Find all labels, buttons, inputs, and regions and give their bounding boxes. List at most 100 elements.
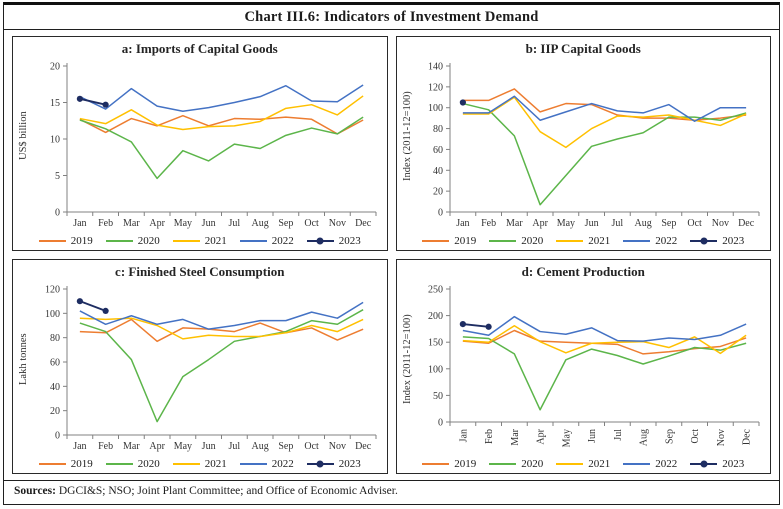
legend: 2019 2020 2021 2022 2023 (15, 232, 385, 249)
legend-line-swatch (489, 239, 517, 242)
svg-text:Oct: Oct (690, 429, 701, 444)
legend-line-swatch (105, 239, 133, 242)
svg-text:40: 40 (433, 166, 443, 177)
legend-line-swatch (172, 462, 200, 465)
legend-label: 2022 (271, 457, 294, 470)
svg-text:May: May (173, 441, 191, 452)
legend-item-2023: 2023 (690, 235, 744, 247)
svg-text:Sep: Sep (278, 441, 293, 452)
legend-line-swatch (623, 462, 651, 465)
legend-line-swatch (422, 239, 450, 242)
svg-text:Sep: Sep (665, 429, 676, 444)
svg-text:Dec: Dec (742, 428, 753, 445)
svg-text:100: 100 (428, 364, 443, 375)
legend-item-2022: 2022 (239, 234, 294, 247)
line-chart: 0 50 100 150 200 250 Jan Feb Mar Apr May Jun Jul Aug S… (428, 285, 760, 447)
legend-line-swatch (239, 462, 267, 465)
svg-text:50: 50 (433, 391, 443, 402)
legend-line-swatch (489, 462, 517, 465)
y-axis-label: Index (2011-12=100) (401, 91, 413, 181)
svg-text:Jun: Jun (201, 441, 215, 452)
legend: 2019 2020 2021 2022 2023 (399, 232, 769, 249)
svg-text:0: 0 (438, 208, 443, 219)
svg-text:0: 0 (438, 418, 443, 429)
svg-text:Aug: Aug (251, 441, 268, 452)
legend-item-2022: 2022 (239, 457, 294, 470)
svg-text:Aug: Aug (251, 218, 268, 229)
svg-text:Jul: Jul (612, 218, 624, 229)
legend-label: 2022 (271, 234, 294, 247)
svg-text:140: 140 (428, 62, 443, 73)
legend: 2019 2020 2021 2022 2023 (399, 455, 769, 472)
svg-text:Apr: Apr (149, 218, 165, 229)
svg-text:Jun: Jun (587, 429, 598, 443)
svg-text:Nov: Nov (329, 441, 346, 452)
svg-text:120: 120 (428, 82, 443, 93)
svg-text:0: 0 (55, 431, 60, 442)
legend-label: 2021 (204, 234, 227, 247)
legend-label: 2019 (70, 457, 93, 470)
svg-text:Apr: Apr (533, 218, 549, 229)
legend-marker-dot (700, 460, 708, 467)
svg-text:60: 60 (50, 358, 60, 369)
svg-text:40: 40 (50, 382, 60, 393)
svg-text:May: May (173, 218, 191, 229)
svg-text:Jun: Jun (201, 218, 215, 229)
legend-label: 2021 (588, 457, 611, 470)
legend-label: 2023 (722, 234, 745, 247)
legend-item-2022: 2022 (623, 235, 677, 247)
svg-text:Nov: Nov (716, 429, 727, 446)
svg-text:Jan: Jan (73, 441, 86, 452)
legend-item-2020: 2020 (105, 235, 160, 247)
legend-item-2023: 2023 (306, 458, 361, 470)
svg-text:20: 20 (50, 406, 60, 417)
sources-note: Sources: DGCI&S; NSO; Joint Plant Commit… (4, 480, 779, 504)
legend-marker-dot (700, 237, 708, 244)
svg-text:200: 200 (428, 311, 443, 322)
legend-line-swatch (306, 460, 334, 467)
legend-label: 2019 (454, 234, 477, 247)
svg-text:Jul: Jul (613, 429, 624, 441)
svg-text:Jan: Jan (456, 218, 469, 229)
svg-text:100: 100 (428, 103, 443, 114)
panels-grid: a: Imports of Capital Goods US$ billion … (4, 30, 779, 480)
legend-label: 2019 (454, 457, 477, 470)
svg-text:Jul: Jul (228, 218, 240, 229)
legend-label: 2022 (655, 234, 678, 247)
svg-text:Sep: Sep (278, 218, 293, 229)
legend-line-swatch (690, 237, 718, 244)
y-axis-label: Lakh tonnes (18, 333, 29, 385)
svg-text:5: 5 (55, 171, 60, 182)
legend-line-swatch (38, 239, 66, 242)
svg-text:100: 100 (45, 309, 60, 320)
legend-label: 2023 (722, 457, 745, 470)
legend-item-2019: 2019 (422, 458, 476, 470)
legend-line-swatch (38, 462, 66, 465)
svg-text:150: 150 (428, 338, 443, 349)
y-axis-label: US$ billion (18, 111, 29, 161)
line-chart: 0 20 40 60 80 100 120 Jan Feb Mar Apr May Jun Jul Aug S… (45, 285, 377, 452)
chart-panel-imports-capital-goods: a: Imports of Capital Goods US$ billion … (12, 36, 388, 251)
legend-item-2022: 2022 (623, 458, 677, 470)
legend-line-swatch (306, 237, 334, 244)
page-title: Chart III.6: Indicators of Investment De… (4, 5, 779, 30)
svg-text:Jun: Jun (585, 218, 599, 229)
svg-text:Jan: Jan (73, 218, 86, 229)
svg-text:Nov: Nov (329, 218, 346, 229)
legend-item-2020: 2020 (489, 458, 543, 470)
svg-text:Jan: Jan (459, 429, 470, 442)
svg-text:Apr: Apr (536, 428, 547, 444)
svg-text:Sep: Sep (662, 218, 677, 229)
legend-line-swatch (172, 239, 200, 242)
chart-panel-iip-capital-goods: b: IIP Capital Goods Index (2011-12=100)… (395, 36, 771, 251)
legend-line-swatch (239, 239, 267, 242)
svg-text:Dec: Dec (355, 218, 372, 229)
legend-item-2023: 2023 (690, 458, 744, 470)
legend-line-swatch (422, 462, 450, 465)
legend-item-2023: 2023 (306, 235, 361, 247)
legend: 2019 2020 2021 2022 2023 (15, 455, 385, 472)
svg-text:Feb: Feb (98, 218, 113, 229)
legend-label: 2022 (655, 457, 678, 470)
svg-text:Aug: Aug (639, 429, 650, 446)
svg-text:20: 20 (433, 187, 443, 198)
